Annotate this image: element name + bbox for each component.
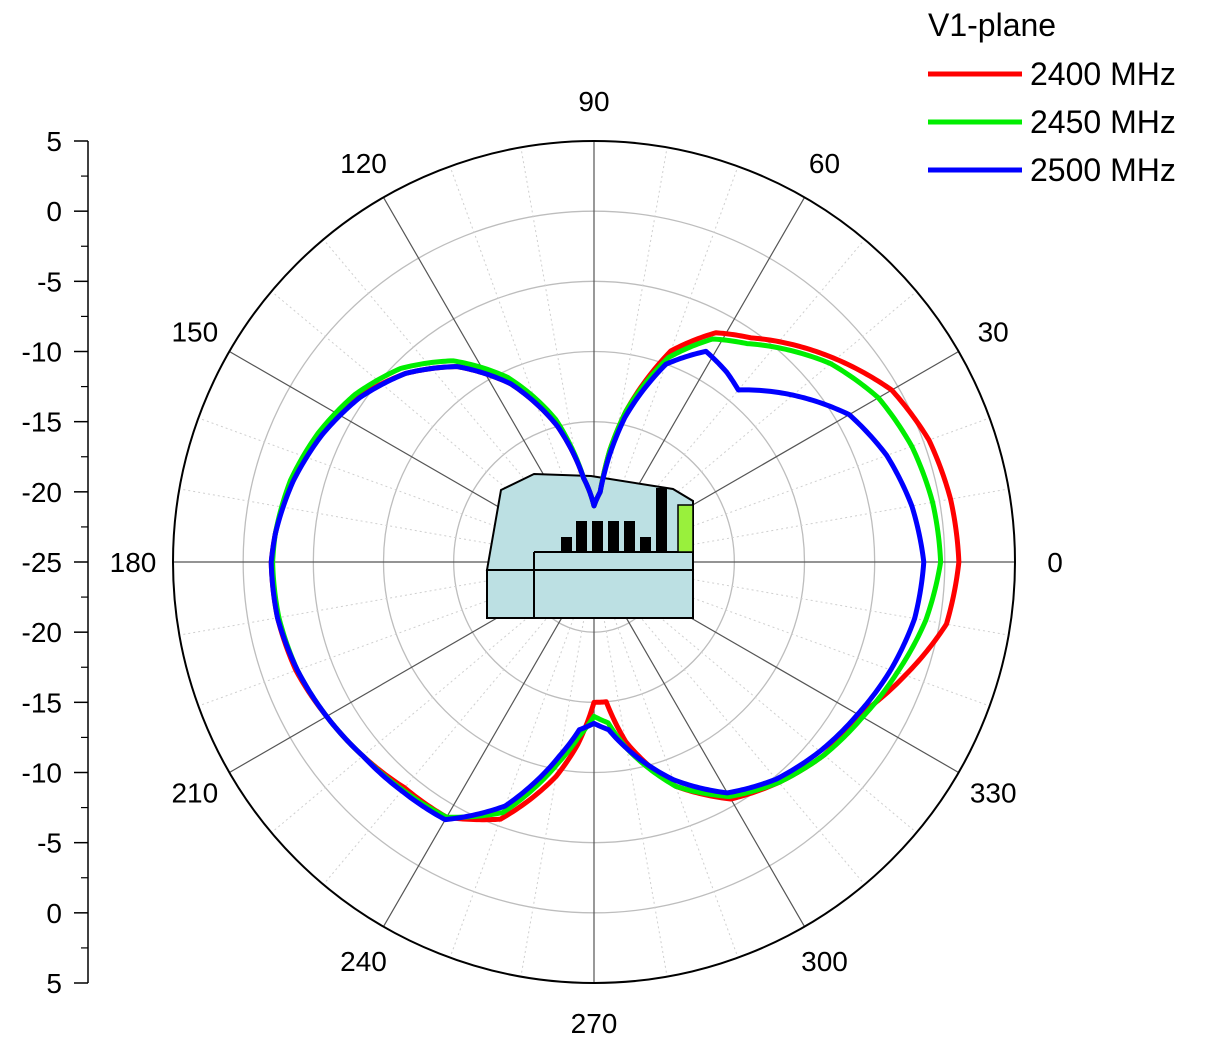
radial-tick-label: 5 — [46, 126, 62, 157]
radial-tick-label: -15 — [22, 407, 62, 438]
radial-tick-label: -25 — [22, 547, 62, 578]
outer-ring — [172, 140, 1016, 984]
angle-labels: 0 30 60 90 120 150 180 210 240 270 300 330 — [110, 86, 1063, 1039]
grid-minor-spoke — [449, 561, 595, 958]
legend-title: V1-plane — [928, 7, 1056, 43]
angle-label: 180 — [110, 547, 157, 578]
radial-tick-label: -5 — [37, 266, 62, 297]
angle-label: 330 — [970, 778, 1017, 809]
angle-label: 270 — [571, 1008, 618, 1039]
radial-tick-label: 0 — [46, 898, 62, 929]
grid-major-spoke — [382, 561, 595, 927]
angle-label: 150 — [171, 317, 218, 348]
radial-tick-label: -20 — [22, 477, 62, 508]
radial-axis: 5 0 -5 -10 -15 -20 -25 -20 -15 -10 -5 0 5 — [22, 126, 89, 999]
grid-minor-spoke — [520, 561, 595, 977]
legend-label: 2400 MHz — [1030, 56, 1176, 92]
angle-label: 210 — [171, 778, 218, 809]
grid-minor-spoke — [593, 561, 668, 977]
series-2500-mhz — [268, 348, 927, 823]
radial-tick-label: -5 — [37, 828, 62, 859]
radial-tick-label: 0 — [46, 196, 62, 227]
radial-tick-label: 5 — [46, 968, 62, 999]
angle-label: 240 — [340, 946, 387, 977]
radial-tick-label: -15 — [22, 687, 62, 718]
angle-label: 300 — [801, 946, 848, 977]
device-illustration — [485, 472, 694, 619]
angle-label: 0 — [1047, 547, 1063, 578]
angle-label: 120 — [340, 148, 387, 179]
angle-label: 90 — [578, 86, 609, 117]
legend-label: 2500 MHz — [1030, 152, 1176, 188]
series-curves — [268, 330, 962, 823]
radial-tick-label: -10 — [22, 337, 62, 368]
grid-minor-spoke — [593, 561, 739, 958]
angle-label: 30 — [978, 317, 1009, 348]
legend-label: 2450 MHz — [1030, 104, 1176, 140]
angle-label: 60 — [809, 148, 840, 179]
radial-tick-label: -20 — [22, 617, 62, 648]
grid-major-spoke — [593, 561, 806, 927]
legend: V1-plane 2400 MHz 2450 MHz 2500 MHz — [928, 7, 1176, 188]
radial-tick-label: -10 — [22, 758, 62, 789]
